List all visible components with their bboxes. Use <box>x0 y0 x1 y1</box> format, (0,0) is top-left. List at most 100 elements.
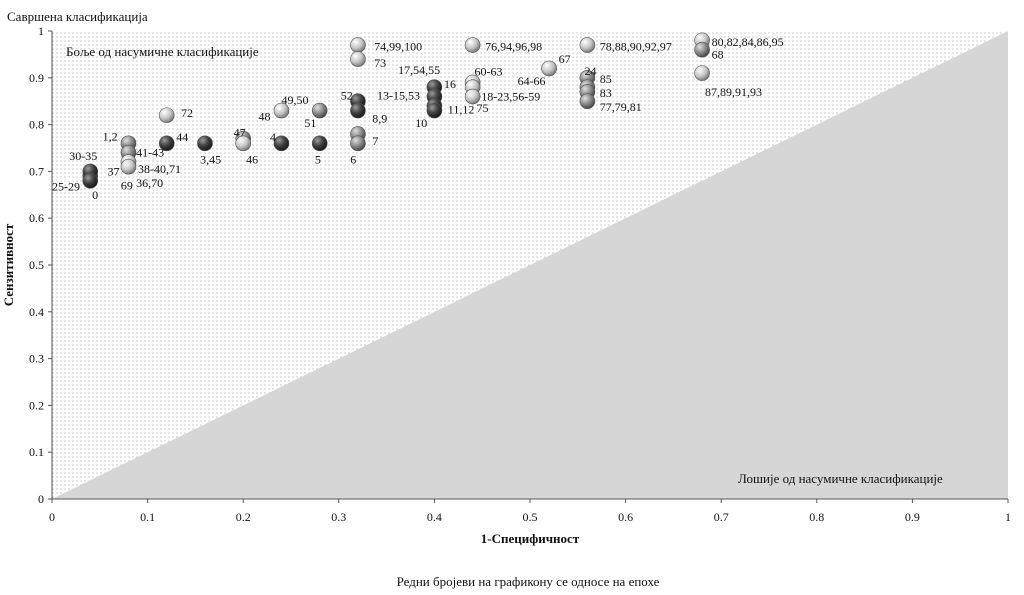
point-label: 18-23,56-59 <box>481 90 540 104</box>
data-point <box>158 107 175 124</box>
point-label: 4 <box>270 130 276 144</box>
point-label: 64-66 <box>518 74 546 88</box>
data-point <box>311 135 328 152</box>
point-label: 87,89,91,93 <box>705 85 762 99</box>
point-label: 30-35 <box>69 149 97 163</box>
y-tick-label: 0.3 <box>29 352 44 366</box>
data-point <box>120 158 137 175</box>
point-label: 36,70 <box>136 176 163 190</box>
point-label: 16 <box>444 77 456 91</box>
point-label: 47 <box>234 126 246 140</box>
point-label: 68 <box>712 47 724 61</box>
y-tick-label: 0.6 <box>29 211 44 225</box>
point-label: 48 <box>258 110 270 124</box>
point-label: 73 <box>374 56 386 70</box>
point-label: 25-29 <box>52 179 80 193</box>
data-point <box>426 102 443 119</box>
point-label: 44 <box>176 130 188 144</box>
data-point <box>235 135 251 152</box>
point-label: 80,82,84,86,95 <box>712 35 784 49</box>
point-label: 52 <box>341 89 353 103</box>
data-point <box>350 102 366 119</box>
point-label: 24 <box>584 64 596 78</box>
x-tick-label: 0.5 <box>523 510 538 524</box>
point-label: 51 <box>304 116 316 130</box>
y-tick-label: 0.5 <box>29 258 44 272</box>
point-label: 41-43 <box>136 146 164 160</box>
y-tick-label: 0.1 <box>29 445 44 459</box>
point-label: 67 <box>559 52 571 66</box>
x-tick-label: 1 <box>1005 510 1011 524</box>
data-point <box>350 135 366 152</box>
point-label: 5 <box>315 153 321 167</box>
x-tick-labels: 0 0.1 0.2 0.3 0.4 0.5 0.6 0.7 0.8 0.9 1 <box>49 499 1011 524</box>
y-axis-title: Сензитивност <box>1 223 16 306</box>
x-tick-label: 0.4 <box>427 510 442 524</box>
y-tick-labels: 0 0.1 0.2 0.3 0.4 0.5 0.6 0.7 0.8 0.9 1 <box>29 24 52 506</box>
y-tick-label: 0.2 <box>29 398 44 412</box>
footnote: Редни бројеви на графикону се односе на … <box>397 574 660 589</box>
point-label: 8,9 <box>372 112 387 126</box>
point-label: 74,99,100 <box>374 39 422 53</box>
data-point <box>579 93 596 109</box>
y-tick-label: 0.8 <box>29 118 44 132</box>
point-label: 1,2 <box>103 129 118 143</box>
point-label: 49,50 <box>281 93 308 107</box>
point-label: 17,54,55 <box>398 63 440 77</box>
point-label: 75 <box>476 101 488 115</box>
data-point <box>197 135 213 152</box>
point-label: 78,88,90,92,97 <box>600 39 672 53</box>
x-tick-label: 0.3 <box>331 510 346 524</box>
y-tick-label: 0 <box>38 492 44 506</box>
point-label: 46 <box>246 153 258 167</box>
perfect-classification-label: Савршена класификација <box>7 9 148 24</box>
y-tick-label: 0.4 <box>29 305 44 319</box>
x-tick-label: 0.6 <box>618 510 633 524</box>
point-label: 85 <box>600 72 612 86</box>
data-point <box>694 41 710 58</box>
point-label: 69 <box>121 178 133 192</box>
y-tick-label: 0.7 <box>29 164 44 178</box>
data-point <box>464 37 481 53</box>
point-label: 72 <box>181 106 193 120</box>
point-label: 3,45 <box>200 153 221 167</box>
point-label: 60-63 <box>475 65 503 79</box>
x-tick-label: 0.2 <box>236 510 251 524</box>
data-point <box>579 37 596 53</box>
y-tick-label: 1 <box>38 24 44 38</box>
worse-than-random-region <box>52 31 1008 499</box>
data-points <box>82 32 710 189</box>
point-label: 11,12 <box>448 103 475 117</box>
data-point <box>273 135 290 152</box>
x-tick-label: 0 <box>49 510 55 524</box>
point-label: 10 <box>415 116 427 130</box>
data-point <box>311 102 328 119</box>
point-label: 6 <box>350 153 356 167</box>
point-label: 38-40,71 <box>138 162 181 176</box>
data-point <box>350 37 366 53</box>
data-point <box>541 60 557 77</box>
point-label: 77,79,81 <box>600 100 642 114</box>
x-tick-label: 0.7 <box>714 510 729 524</box>
point-label: 13-15,53 <box>377 89 420 103</box>
point-label: 0 <box>92 188 98 202</box>
point-label: 76,94,96,98 <box>485 39 542 53</box>
better-than-random-label: Боље од насумичне класификације <box>66 44 259 59</box>
x-tick-label: 0.1 <box>140 510 155 524</box>
data-point <box>350 51 366 67</box>
worse-than-random-label: Лошије од насумичне класификације <box>738 471 943 486</box>
x-tick-label: 0.9 <box>905 510 920 524</box>
point-label: 37 <box>107 164 119 178</box>
x-axis-title: 1-Специфичност <box>481 531 580 546</box>
point-label: 7 <box>372 134 378 148</box>
data-point <box>694 65 710 81</box>
point-label: 83 <box>600 86 612 100</box>
data-point <box>158 135 175 152</box>
y-tick-label: 0.9 <box>29 71 44 85</box>
x-tick-label: 0.8 <box>809 510 824 524</box>
data-point <box>82 172 99 189</box>
data-point <box>273 102 290 119</box>
data-point <box>464 88 481 105</box>
